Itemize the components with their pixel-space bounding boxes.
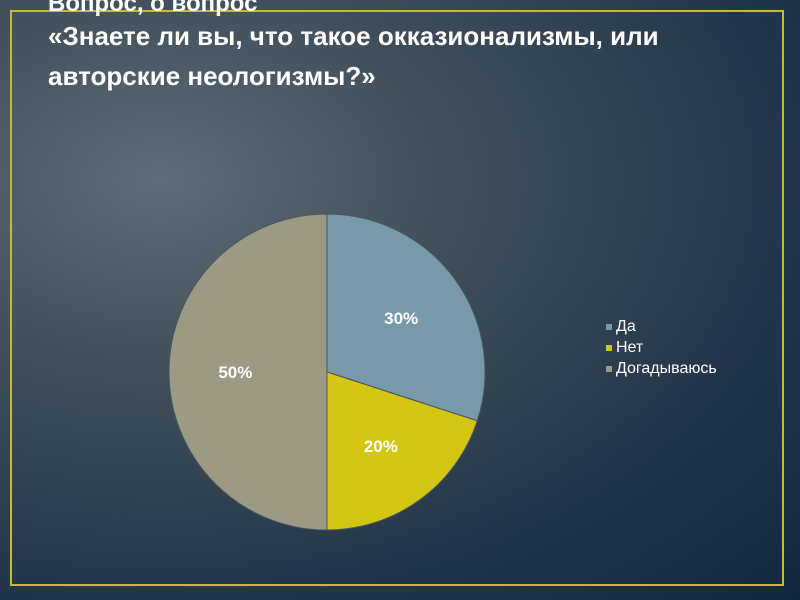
slide-title: «Знаете ли вы, что такое окказионализмы,…	[48, 21, 659, 91]
legend-swatch	[606, 323, 612, 330]
pie-data-label-2: 20%	[364, 437, 398, 456]
legend-swatch	[606, 344, 612, 351]
pie-slice-1	[326, 213, 486, 422]
pie-slice-2	[326, 371, 478, 531]
legend-item-1: Да	[606, 316, 717, 337]
legend-item-3: Догадываюсь	[606, 358, 717, 379]
slide-title-cut-line: Вопрос, о вопрос	[48, 0, 258, 17]
chart-legend: Да Нет Догадываюсь	[606, 316, 717, 379]
legend-swatch	[606, 365, 612, 372]
slide-frame	[10, 10, 784, 586]
legend-label: Нет	[616, 338, 644, 356]
legend-label: Догадываюсь	[616, 359, 717, 377]
legend-item-2: Нет	[606, 337, 717, 358]
legend-label: Да	[616, 317, 636, 335]
pie-data-label-1: 30%	[384, 309, 418, 328]
pie-slice-3	[168, 213, 328, 531]
pie-data-label-3: 50%	[218, 363, 252, 382]
